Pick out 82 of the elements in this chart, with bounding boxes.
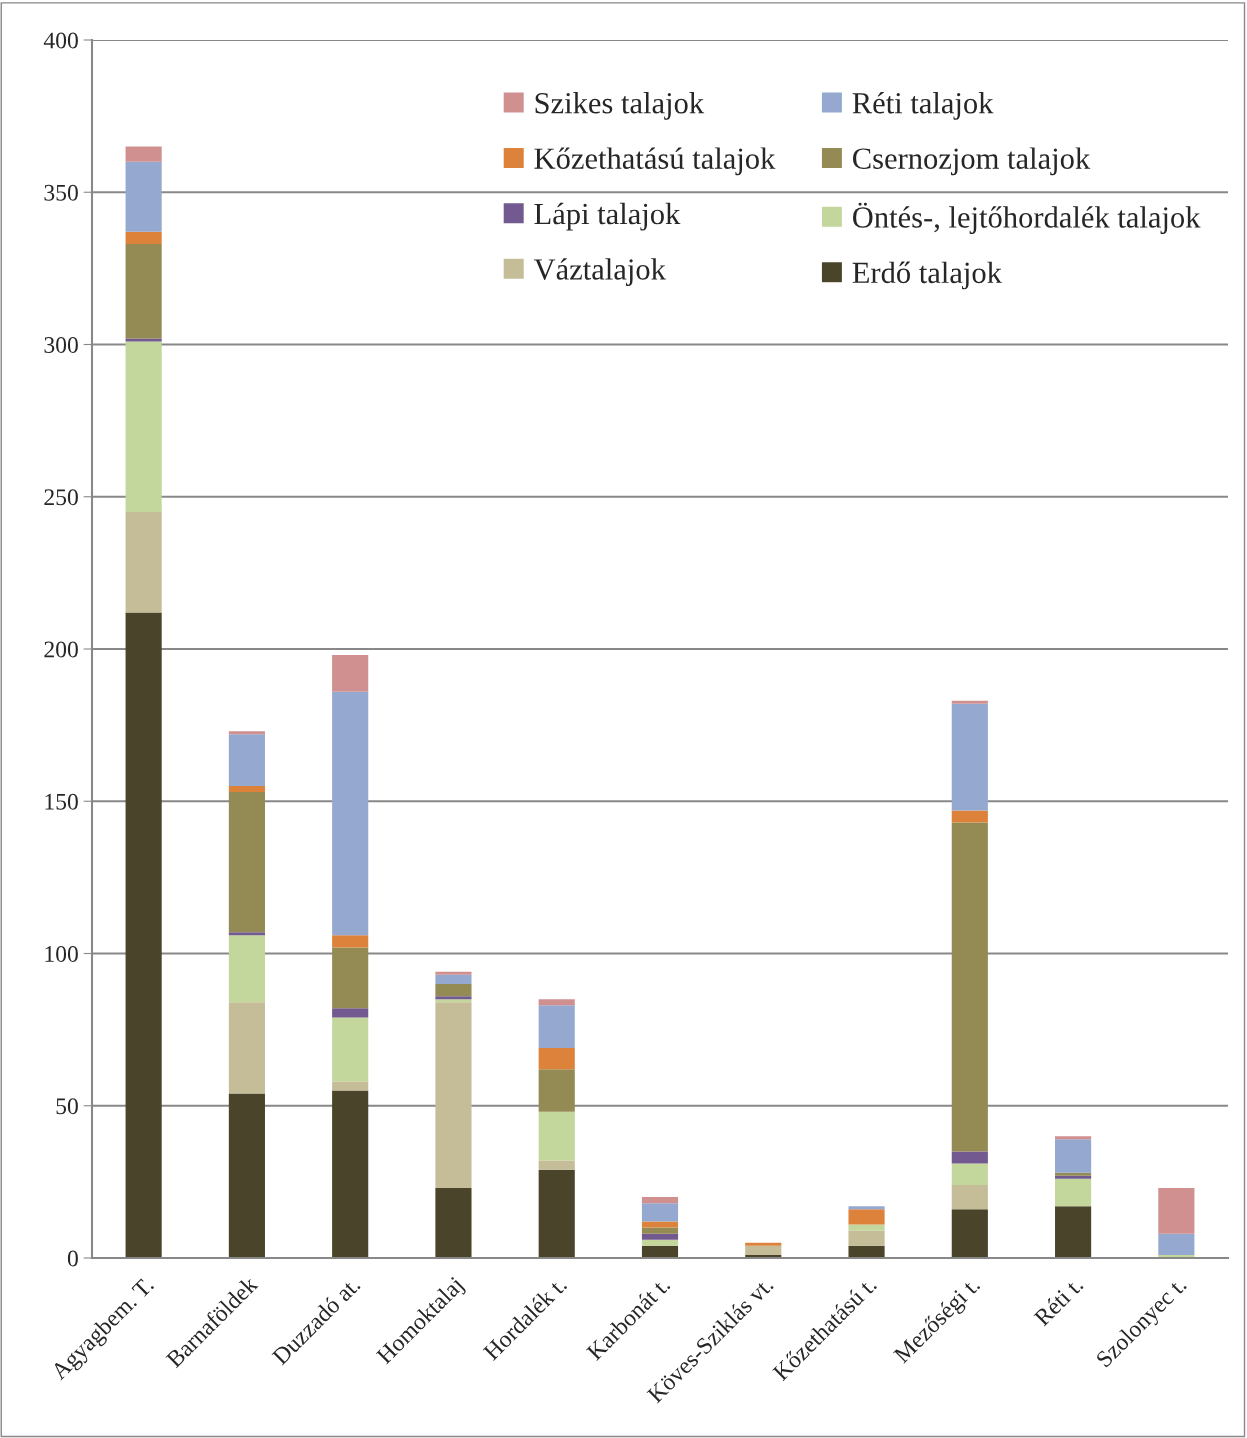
bar bbox=[538, 1069, 575, 1112]
bar bbox=[435, 971, 472, 975]
bar bbox=[125, 338, 162, 342]
bar bbox=[228, 734, 265, 787]
bar bbox=[1158, 1233, 1195, 1255]
bar bbox=[641, 1239, 679, 1246]
legend-label: Öntés-, lejtőhordalék talajok bbox=[853, 202, 1201, 234]
bar bbox=[435, 1002, 472, 1188]
bar bbox=[125, 341, 162, 512]
bar bbox=[332, 1081, 369, 1091]
bar bbox=[538, 1169, 575, 1258]
bar bbox=[228, 786, 265, 793]
y-tick-label: 300 bbox=[44, 336, 78, 353]
bar bbox=[1158, 1187, 1195, 1234]
bar bbox=[641, 1233, 679, 1240]
bar bbox=[951, 1184, 988, 1210]
bar bbox=[538, 1005, 575, 1048]
bar bbox=[332, 691, 369, 936]
bar bbox=[125, 161, 162, 232]
bar bbox=[332, 655, 369, 692]
bar bbox=[848, 1209, 885, 1225]
bar bbox=[641, 1245, 679, 1258]
y-tick-label: 150 bbox=[45, 793, 78, 810]
bar bbox=[745, 1245, 782, 1255]
y-tick-label: 200 bbox=[44, 641, 78, 658]
bar bbox=[228, 1093, 265, 1258]
bar bbox=[228, 932, 265, 936]
bar bbox=[1055, 1178, 1092, 1207]
legend-label: Váztalajok bbox=[533, 258, 666, 286]
bar bbox=[435, 983, 472, 997]
bar bbox=[228, 731, 265, 735]
bar bbox=[745, 1242, 782, 1246]
bar bbox=[228, 1002, 265, 1094]
bar bbox=[332, 1008, 369, 1018]
bar bbox=[641, 1221, 679, 1228]
y-tick-label: 0 bbox=[67, 1250, 78, 1267]
bar bbox=[228, 792, 265, 933]
bar bbox=[538, 1160, 575, 1170]
bar bbox=[848, 1230, 885, 1246]
bar bbox=[951, 1209, 988, 1258]
bar bbox=[951, 700, 988, 704]
y-tick-label: 400 bbox=[43, 32, 78, 49]
bar bbox=[951, 1151, 988, 1164]
legend-label: Lápi talajok bbox=[534, 202, 681, 231]
bar bbox=[951, 822, 988, 1152]
bar bbox=[538, 999, 575, 1006]
legend-label: Csernozjom talajok bbox=[853, 147, 1091, 176]
y-tick-label: 350 bbox=[44, 184, 78, 201]
bar bbox=[332, 1090, 369, 1258]
bar bbox=[538, 1047, 575, 1070]
bar bbox=[1055, 1136, 1092, 1140]
bar bbox=[125, 511, 162, 613]
bar bbox=[1055, 1206, 1092, 1258]
bar bbox=[125, 231, 162, 245]
bar bbox=[641, 1203, 679, 1222]
bar bbox=[125, 612, 162, 1258]
x-tick-label: Réti t. bbox=[1032, 1275, 1084, 1327]
bar bbox=[125, 146, 162, 162]
bar bbox=[951, 1163, 988, 1185]
legend-label: Kőzethatású talajok bbox=[534, 147, 776, 176]
bar bbox=[332, 935, 369, 948]
bar bbox=[228, 935, 265, 1003]
bar bbox=[848, 1245, 885, 1258]
bar bbox=[848, 1206, 885, 1210]
legend-label: Erdő talajok bbox=[852, 261, 1002, 290]
bar bbox=[435, 1187, 472, 1258]
bar bbox=[435, 974, 472, 984]
bar bbox=[951, 810, 988, 823]
bar bbox=[538, 1111, 575, 1161]
bar bbox=[951, 703, 988, 811]
legend-label: Réti talajok bbox=[852, 92, 994, 120]
y-tick-label: 100 bbox=[45, 945, 78, 962]
bar bbox=[641, 1197, 679, 1204]
bar bbox=[125, 244, 162, 339]
bar bbox=[332, 1017, 369, 1082]
bar bbox=[1055, 1139, 1092, 1173]
bar bbox=[332, 947, 369, 1009]
bar bbox=[641, 1227, 679, 1234]
y-tick-label: 250 bbox=[44, 489, 78, 506]
legend-label: Szikes talajok bbox=[535, 92, 705, 120]
y-tick-label: 50 bbox=[56, 1098, 78, 1115]
bar bbox=[848, 1224, 885, 1231]
